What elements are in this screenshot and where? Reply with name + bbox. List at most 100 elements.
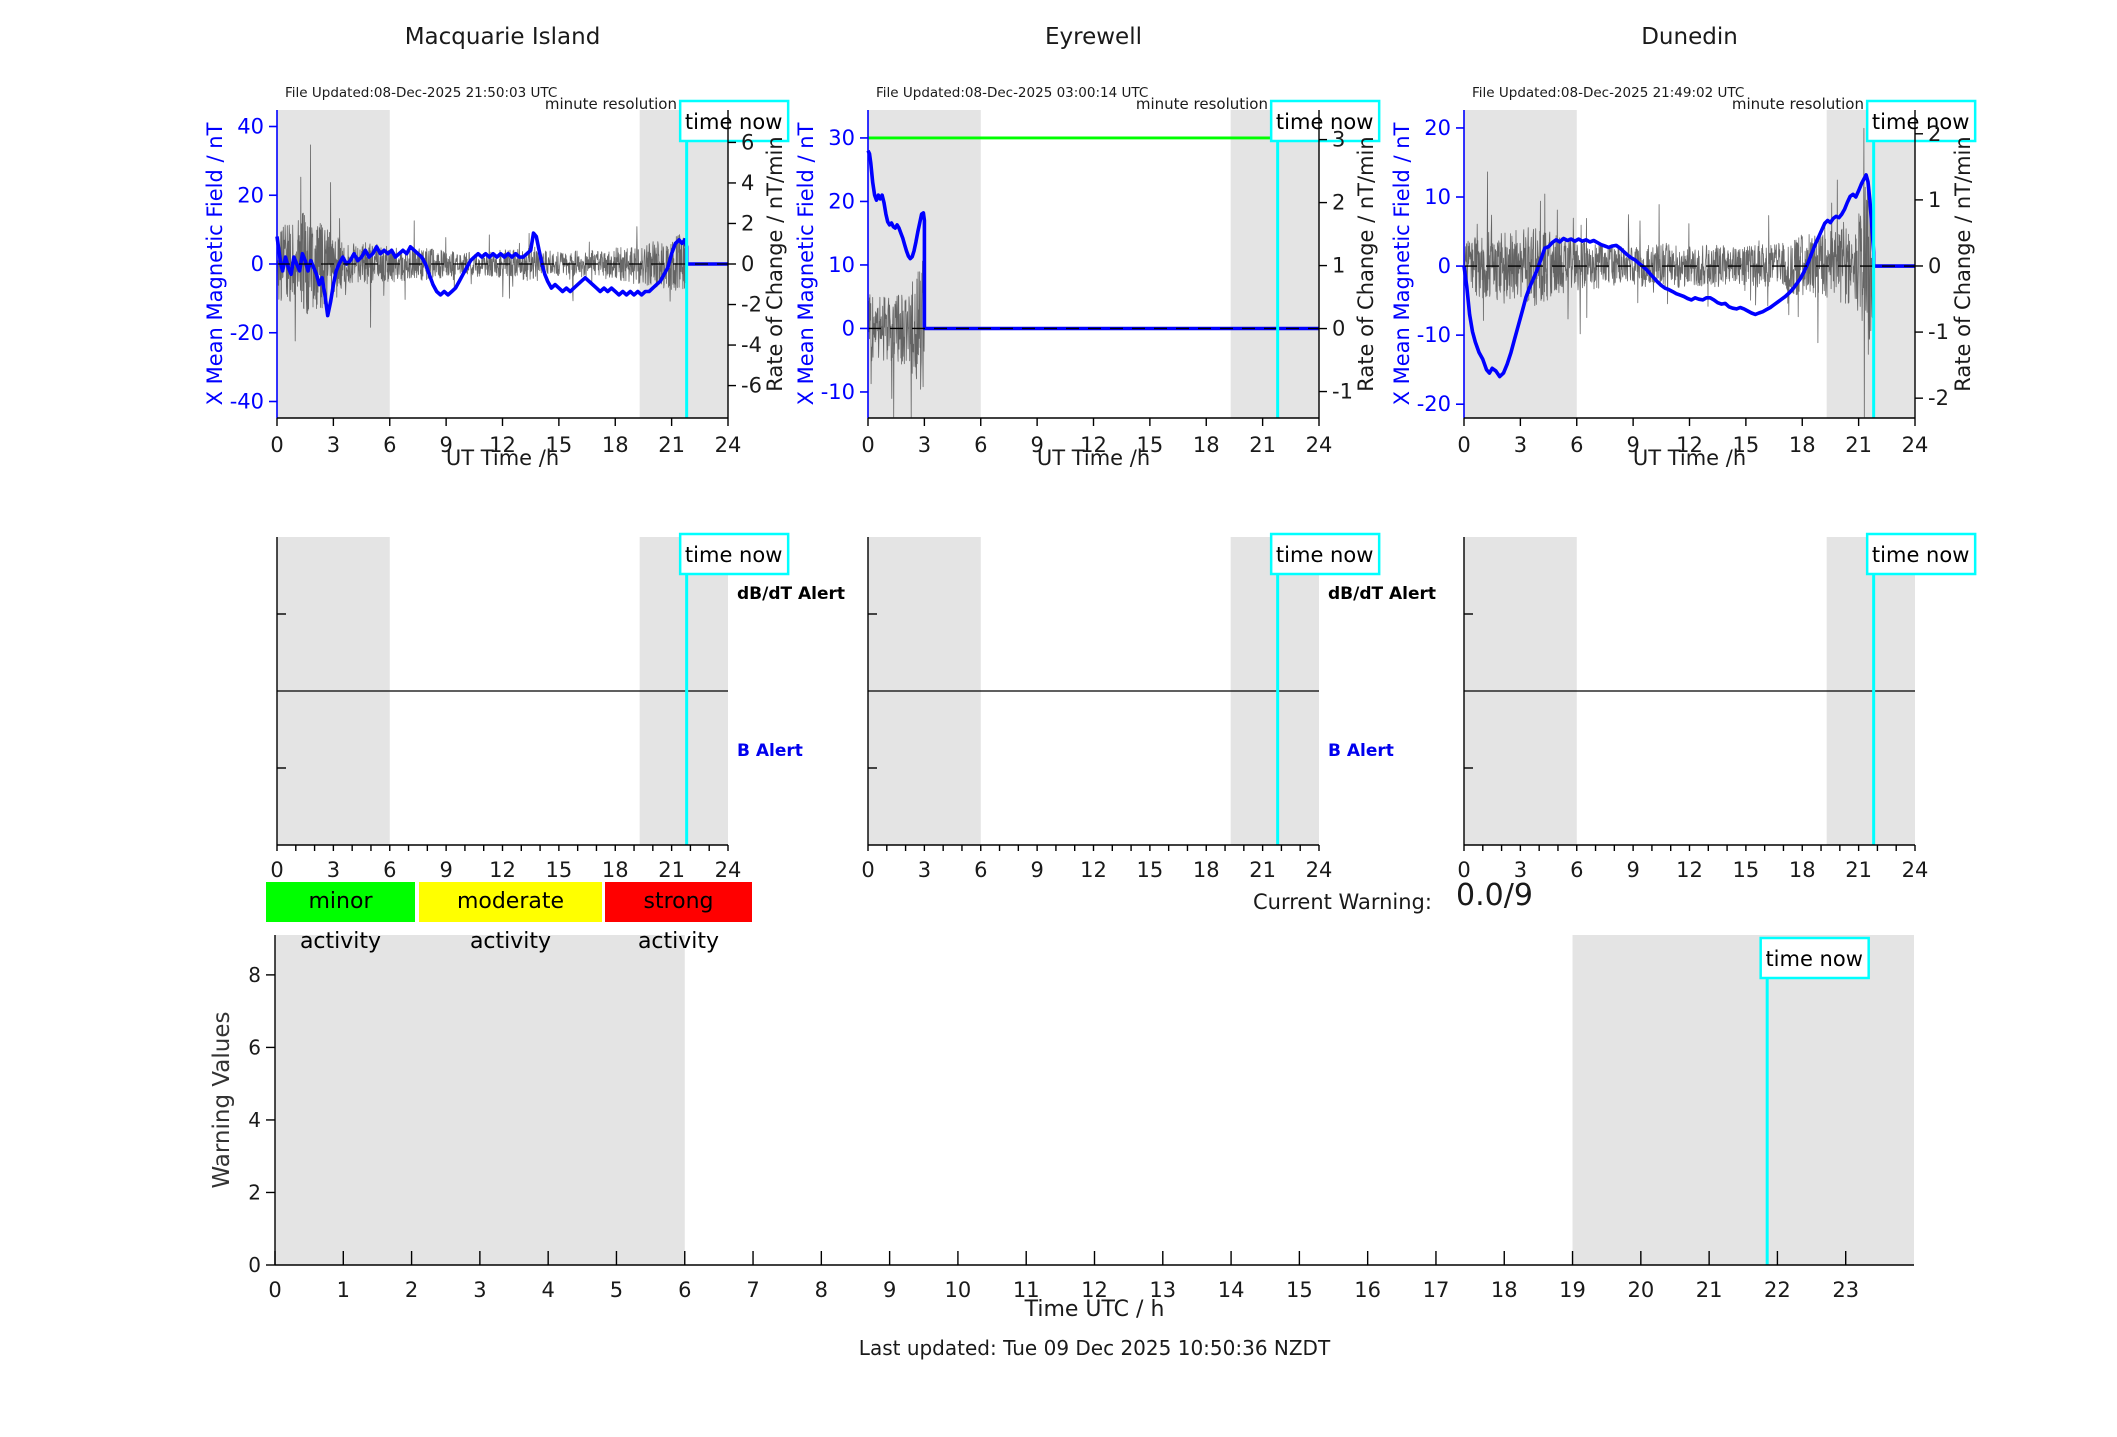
svg-text:13: 13: [1149, 1278, 1176, 1302]
svg-text:12: 12: [489, 433, 516, 457]
svg-text:24: 24: [715, 433, 742, 457]
svg-text:6: 6: [1570, 433, 1583, 457]
svg-text:-1: -1: [1332, 380, 1353, 404]
x-field-axis-label: X Mean Magnetic Field / nT: [794, 122, 818, 406]
legend-strong-activity: strong activity: [605, 882, 752, 954]
rate-axis-label: Rate of Change / nT/min: [1951, 136, 1975, 392]
svg-text:11: 11: [1013, 1278, 1040, 1302]
svg-text:15: 15: [1733, 858, 1760, 882]
svg-text:2: 2: [248, 1180, 261, 1204]
svg-text:22: 22: [1764, 1278, 1791, 1302]
svg-text:0: 0: [741, 252, 754, 276]
svg-text:15: 15: [1137, 433, 1164, 457]
svg-text:9: 9: [883, 1278, 896, 1302]
svg-text:0: 0: [842, 316, 855, 340]
svg-text:9: 9: [1030, 433, 1043, 457]
svg-text:3: 3: [327, 433, 340, 457]
svg-text:0: 0: [1457, 858, 1470, 882]
svg-text:9: 9: [1626, 858, 1639, 882]
x-field-axis-label: X Mean Magnetic Field / nT: [1390, 122, 1414, 406]
svg-text:8: 8: [248, 963, 261, 987]
svg-text:12: 12: [1080, 858, 1107, 882]
svg-text:21: 21: [658, 433, 685, 457]
svg-text:2: 2: [1332, 191, 1345, 215]
svg-text:10: 10: [1424, 185, 1451, 209]
svg-text:18: 18: [1193, 858, 1220, 882]
svg-text:21: 21: [1249, 433, 1276, 457]
warning-values-axis-label: Warning Values: [209, 1011, 235, 1189]
svg-text:18: 18: [602, 858, 629, 882]
svg-text:6: 6: [383, 858, 396, 882]
svg-text:1: 1: [337, 1278, 350, 1302]
svg-text:10: 10: [828, 253, 855, 277]
svg-text:4: 4: [741, 171, 754, 195]
svg-text:0: 0: [861, 433, 874, 457]
svg-text:20: 20: [1424, 116, 1451, 140]
current-warning-label: Current Warning:: [1253, 890, 1432, 914]
svg-text:9: 9: [439, 858, 452, 882]
svg-text:9: 9: [439, 433, 452, 457]
ut-time-axis-label: UT Time /h: [445, 446, 560, 470]
svg-text:time now: time now: [1765, 947, 1862, 971]
svg-text:19: 19: [1559, 1278, 1586, 1302]
last-updated-label: Last updated: Tue 09 Dec 2025 10:50:36 N…: [858, 1336, 1331, 1360]
svg-text:16: 16: [1354, 1278, 1381, 1302]
svg-text:time now: time now: [685, 543, 782, 567]
svg-text:21: 21: [1845, 858, 1872, 882]
svg-text:0: 0: [1457, 433, 1470, 457]
b-alert-label: B Alert: [1328, 741, 1394, 761]
station-title-dunedin: Dunedin: [1641, 24, 1738, 50]
svg-text:23: 23: [1832, 1278, 1859, 1302]
svg-text:30: 30: [828, 126, 855, 150]
minute-resolution-label: minute resolution: [1135, 95, 1268, 113]
dbdt-alert-label: dB/dT Alert: [1328, 584, 1437, 604]
svg-text:15: 15: [1137, 858, 1164, 882]
svg-text:4: 4: [541, 1278, 554, 1302]
svg-text:18: 18: [602, 433, 629, 457]
rate-axis-label: Rate of Change / nT/min: [763, 136, 787, 392]
svg-text:0: 0: [1928, 254, 1941, 278]
svg-text:20: 20: [828, 189, 855, 213]
svg-text:6: 6: [974, 433, 987, 457]
rate-axis-label: Rate of Change / nT/min: [1354, 136, 1378, 392]
svg-text:6: 6: [678, 1278, 691, 1302]
svg-text:0: 0: [1332, 317, 1345, 341]
time-utc-axis-label: Time UTC / h: [1024, 1297, 1165, 1322]
svg-text:2: 2: [1928, 122, 1941, 146]
svg-text:9: 9: [1030, 858, 1043, 882]
svg-text:-10: -10: [1417, 323, 1451, 347]
svg-text:7: 7: [746, 1278, 759, 1302]
svg-text:-1: -1: [1928, 320, 1949, 344]
svg-text:3: 3: [473, 1278, 486, 1302]
svg-text:time now: time now: [1276, 543, 1373, 567]
svg-text:6: 6: [248, 1035, 261, 1059]
current-warning-value: 0.0/9: [1456, 878, 1533, 913]
x-field-axis-label: X Mean Magnetic Field / nT: [203, 122, 227, 406]
svg-text:6: 6: [974, 858, 987, 882]
svg-text:0: 0: [861, 858, 874, 882]
svg-text:3: 3: [918, 433, 931, 457]
svg-text:time now: time now: [685, 110, 782, 134]
svg-text:0: 0: [270, 858, 283, 882]
svg-text:-20: -20: [230, 321, 264, 345]
dbdt-alert-label: dB/dT Alert: [737, 584, 846, 604]
svg-text:21: 21: [1845, 433, 1872, 457]
svg-text:time now: time now: [1872, 110, 1969, 134]
svg-text:12: 12: [1676, 858, 1703, 882]
svg-text:24: 24: [1902, 433, 1929, 457]
svg-text:40: 40: [237, 115, 264, 139]
file-updated-label: File Updated:08-Dec-2025 21:49:02 UTC: [1472, 85, 1745, 101]
svg-text:3: 3: [327, 858, 340, 882]
minute-resolution-label: minute resolution: [544, 95, 677, 113]
svg-text:17: 17: [1423, 1278, 1450, 1302]
svg-text:24: 24: [715, 858, 742, 882]
svg-text:24: 24: [1902, 858, 1929, 882]
svg-text:0: 0: [251, 252, 264, 276]
svg-text:1: 1: [1332, 254, 1345, 278]
svg-text:9: 9: [1626, 433, 1639, 457]
svg-text:15: 15: [1733, 433, 1760, 457]
svg-text:12: 12: [1081, 1278, 1108, 1302]
svg-text:8: 8: [815, 1278, 828, 1302]
